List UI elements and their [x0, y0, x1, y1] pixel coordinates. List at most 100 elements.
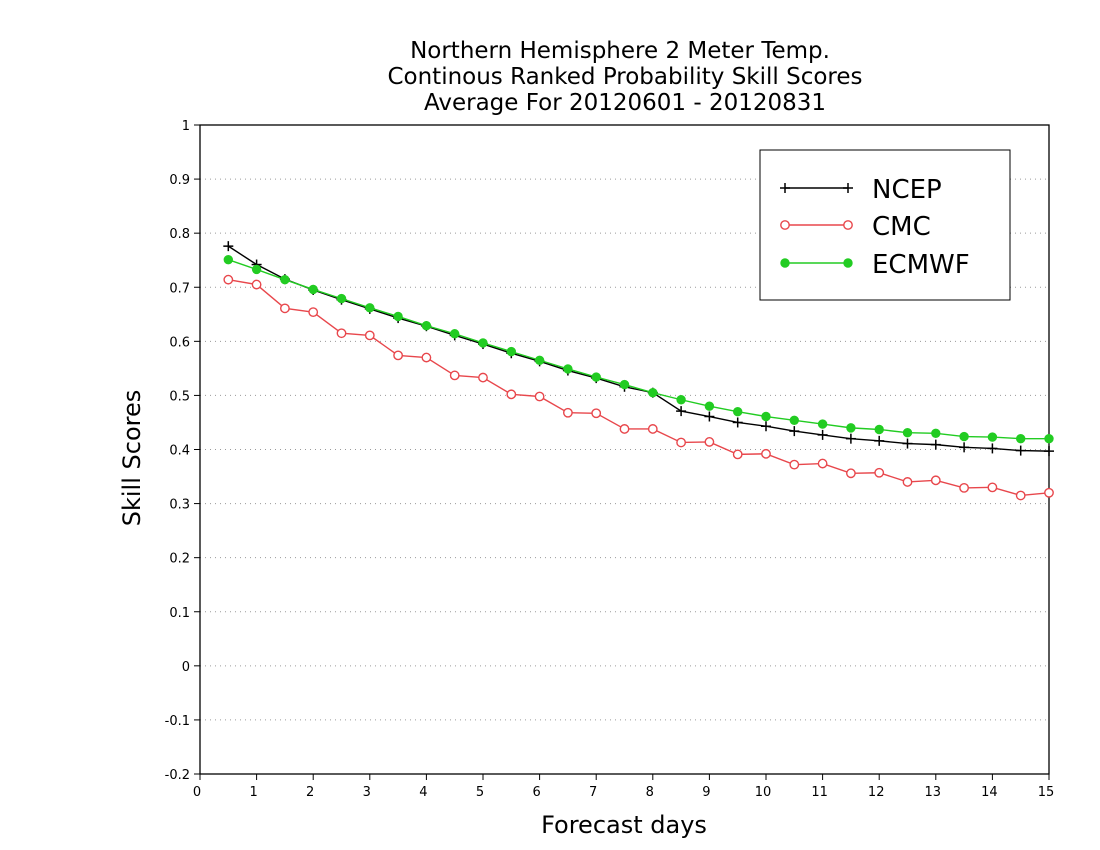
x-tick-label-4: 4: [419, 785, 427, 800]
cmc-point-3: [308, 307, 319, 318]
x-tick-label-8: 8: [646, 785, 654, 800]
ecmwf-point-20: [789, 415, 799, 425]
series-layer: [223, 241, 1054, 501]
cmc-point-4: [336, 328, 347, 339]
ecmwf-point-28: [1016, 433, 1026, 444]
chart-title: Northern Hemisphere 2 Meter Temp. Contin…: [387, 38, 862, 116]
y-tick-label-7: 0.5: [169, 389, 190, 404]
cmc-point-24: [902, 477, 913, 487]
y-tick-label-11: 0.9: [169, 173, 190, 188]
cmc-point-1: [251, 279, 262, 290]
cmc-point-11: [534, 391, 545, 402]
legend-marker-end-ecmwf: [843, 258, 853, 268]
ncep-point-22: [845, 433, 856, 444]
cmc-point-20: [789, 459, 800, 470]
y-tick-label-6: 0.4: [169, 444, 190, 459]
ncep-point-20: [789, 426, 800, 437]
ncep-point-26: [959, 442, 970, 453]
x-tick-label-13: 13: [925, 785, 942, 800]
x-tick-label-3: 3: [363, 785, 371, 800]
cmc-point-25: [930, 475, 941, 486]
ncep-point-28: [1015, 445, 1026, 456]
ecmwf-point-4: [336, 293, 347, 304]
ecmwf-point-15: [648, 388, 658, 398]
ecmwf-point-18: [733, 406, 743, 417]
ncep-point-16: [676, 406, 687, 417]
legend-marker-start-ncep: [780, 183, 790, 193]
ncep-point-23: [874, 435, 885, 446]
y-tick-label-1: -0.1: [165, 714, 190, 729]
cmc-point-23: [874, 467, 885, 478]
cmc-point-18: [732, 449, 743, 460]
ecmwf-point-16: [676, 395, 686, 405]
x-tick-label-15: 15: [1038, 785, 1055, 800]
y-tick-label-10: 0.8: [169, 227, 190, 242]
ecmwf-point-24: [902, 428, 913, 438]
cmc-point-12: [563, 407, 573, 418]
cmc-point-19: [761, 448, 771, 459]
ecmwf-point-17: [704, 401, 715, 411]
y-axis-label: Skill Scores: [118, 390, 146, 527]
ecmwf-point-1: [251, 264, 262, 275]
y-tick-label-3: 0.1: [169, 606, 190, 621]
x-tick-label-9: 9: [702, 785, 710, 800]
x-tick-label-11: 11: [811, 785, 828, 800]
ecmwf-point-23: [874, 424, 884, 435]
cmc-point-21: [817, 458, 828, 469]
cmc-point-28: [1015, 490, 1026, 501]
series-ecmwf: [223, 254, 1054, 444]
legend-marker-end-ncep: [843, 183, 853, 193]
series-cmc: [223, 274, 1054, 501]
ncep-point-25: [930, 439, 941, 450]
ecmwf-point-13: [591, 372, 601, 382]
ecmwf-point-29: [1044, 433, 1054, 444]
cmc-point-8: [449, 370, 460, 381]
ecmwf-point-26: [959, 431, 969, 442]
y-tick-label-4: 0.2: [169, 552, 190, 567]
legend: NCEP CMC ECMWF: [759, 149, 1011, 301]
cmc-point-10: [506, 389, 517, 400]
ncep-point-17: [704, 411, 715, 422]
cmc-point-0: [223, 274, 234, 285]
ncep-point-27: [987, 443, 998, 454]
ecmwf-point-27: [987, 432, 998, 442]
y-tick-label-2: 0: [182, 660, 190, 675]
ecmwf-point-6: [393, 311, 403, 322]
ecmwf-point-5: [365, 303, 375, 313]
ncep-point-29: [1044, 446, 1054, 457]
ecmwf-point-2: [280, 274, 290, 285]
ecmwf-point-21: [817, 419, 828, 429]
legend-entry-ecmwf: ECMWF: [780, 250, 970, 280]
legend-label-cmc: CMC: [872, 212, 931, 242]
y-tick-label-9: 0.7: [169, 281, 190, 296]
legend-label-ncep: NCEP: [872, 175, 942, 205]
cmc-point-16: [676, 437, 686, 448]
y-tick-label-8: 0.6: [169, 335, 190, 350]
ncep-point-0: [223, 241, 234, 252]
ecmwf-point-25: [931, 428, 941, 438]
cmc-point-2: [279, 303, 290, 314]
ncep-point-24: [902, 438, 913, 449]
legend-marker-start-cmc: [780, 220, 790, 230]
legend-marker-start-ecmwf: [780, 258, 790, 268]
x-tick-label-1: 1: [249, 785, 257, 800]
ecmwf-point-14: [619, 379, 630, 390]
title-line-1: Northern Hemisphere 2 Meter Temp.: [410, 38, 830, 64]
cmc-point-15: [647, 424, 658, 434]
ecmwf-point-8: [450, 329, 460, 339]
y-tick-label-5: 0.3: [169, 498, 190, 513]
cmc-point-27: [987, 482, 998, 493]
x-tick-label-6: 6: [532, 785, 540, 800]
cmc-point-14: [619, 424, 630, 434]
y-tick-label-12: 1: [182, 119, 190, 134]
series-line-cmc: [228, 278, 1050, 497]
ecmwf-point-12: [563, 364, 573, 374]
ecmwf-point-9: [478, 338, 488, 348]
y-tick-label-0: -0.2: [165, 768, 190, 783]
legend-marker-end-cmc: [843, 220, 853, 230]
ncep-point-18: [732, 417, 743, 428]
ncep-point-21: [817, 429, 828, 440]
cmc-point-6: [393, 350, 403, 361]
x-tick-label-2: 2: [306, 785, 314, 800]
